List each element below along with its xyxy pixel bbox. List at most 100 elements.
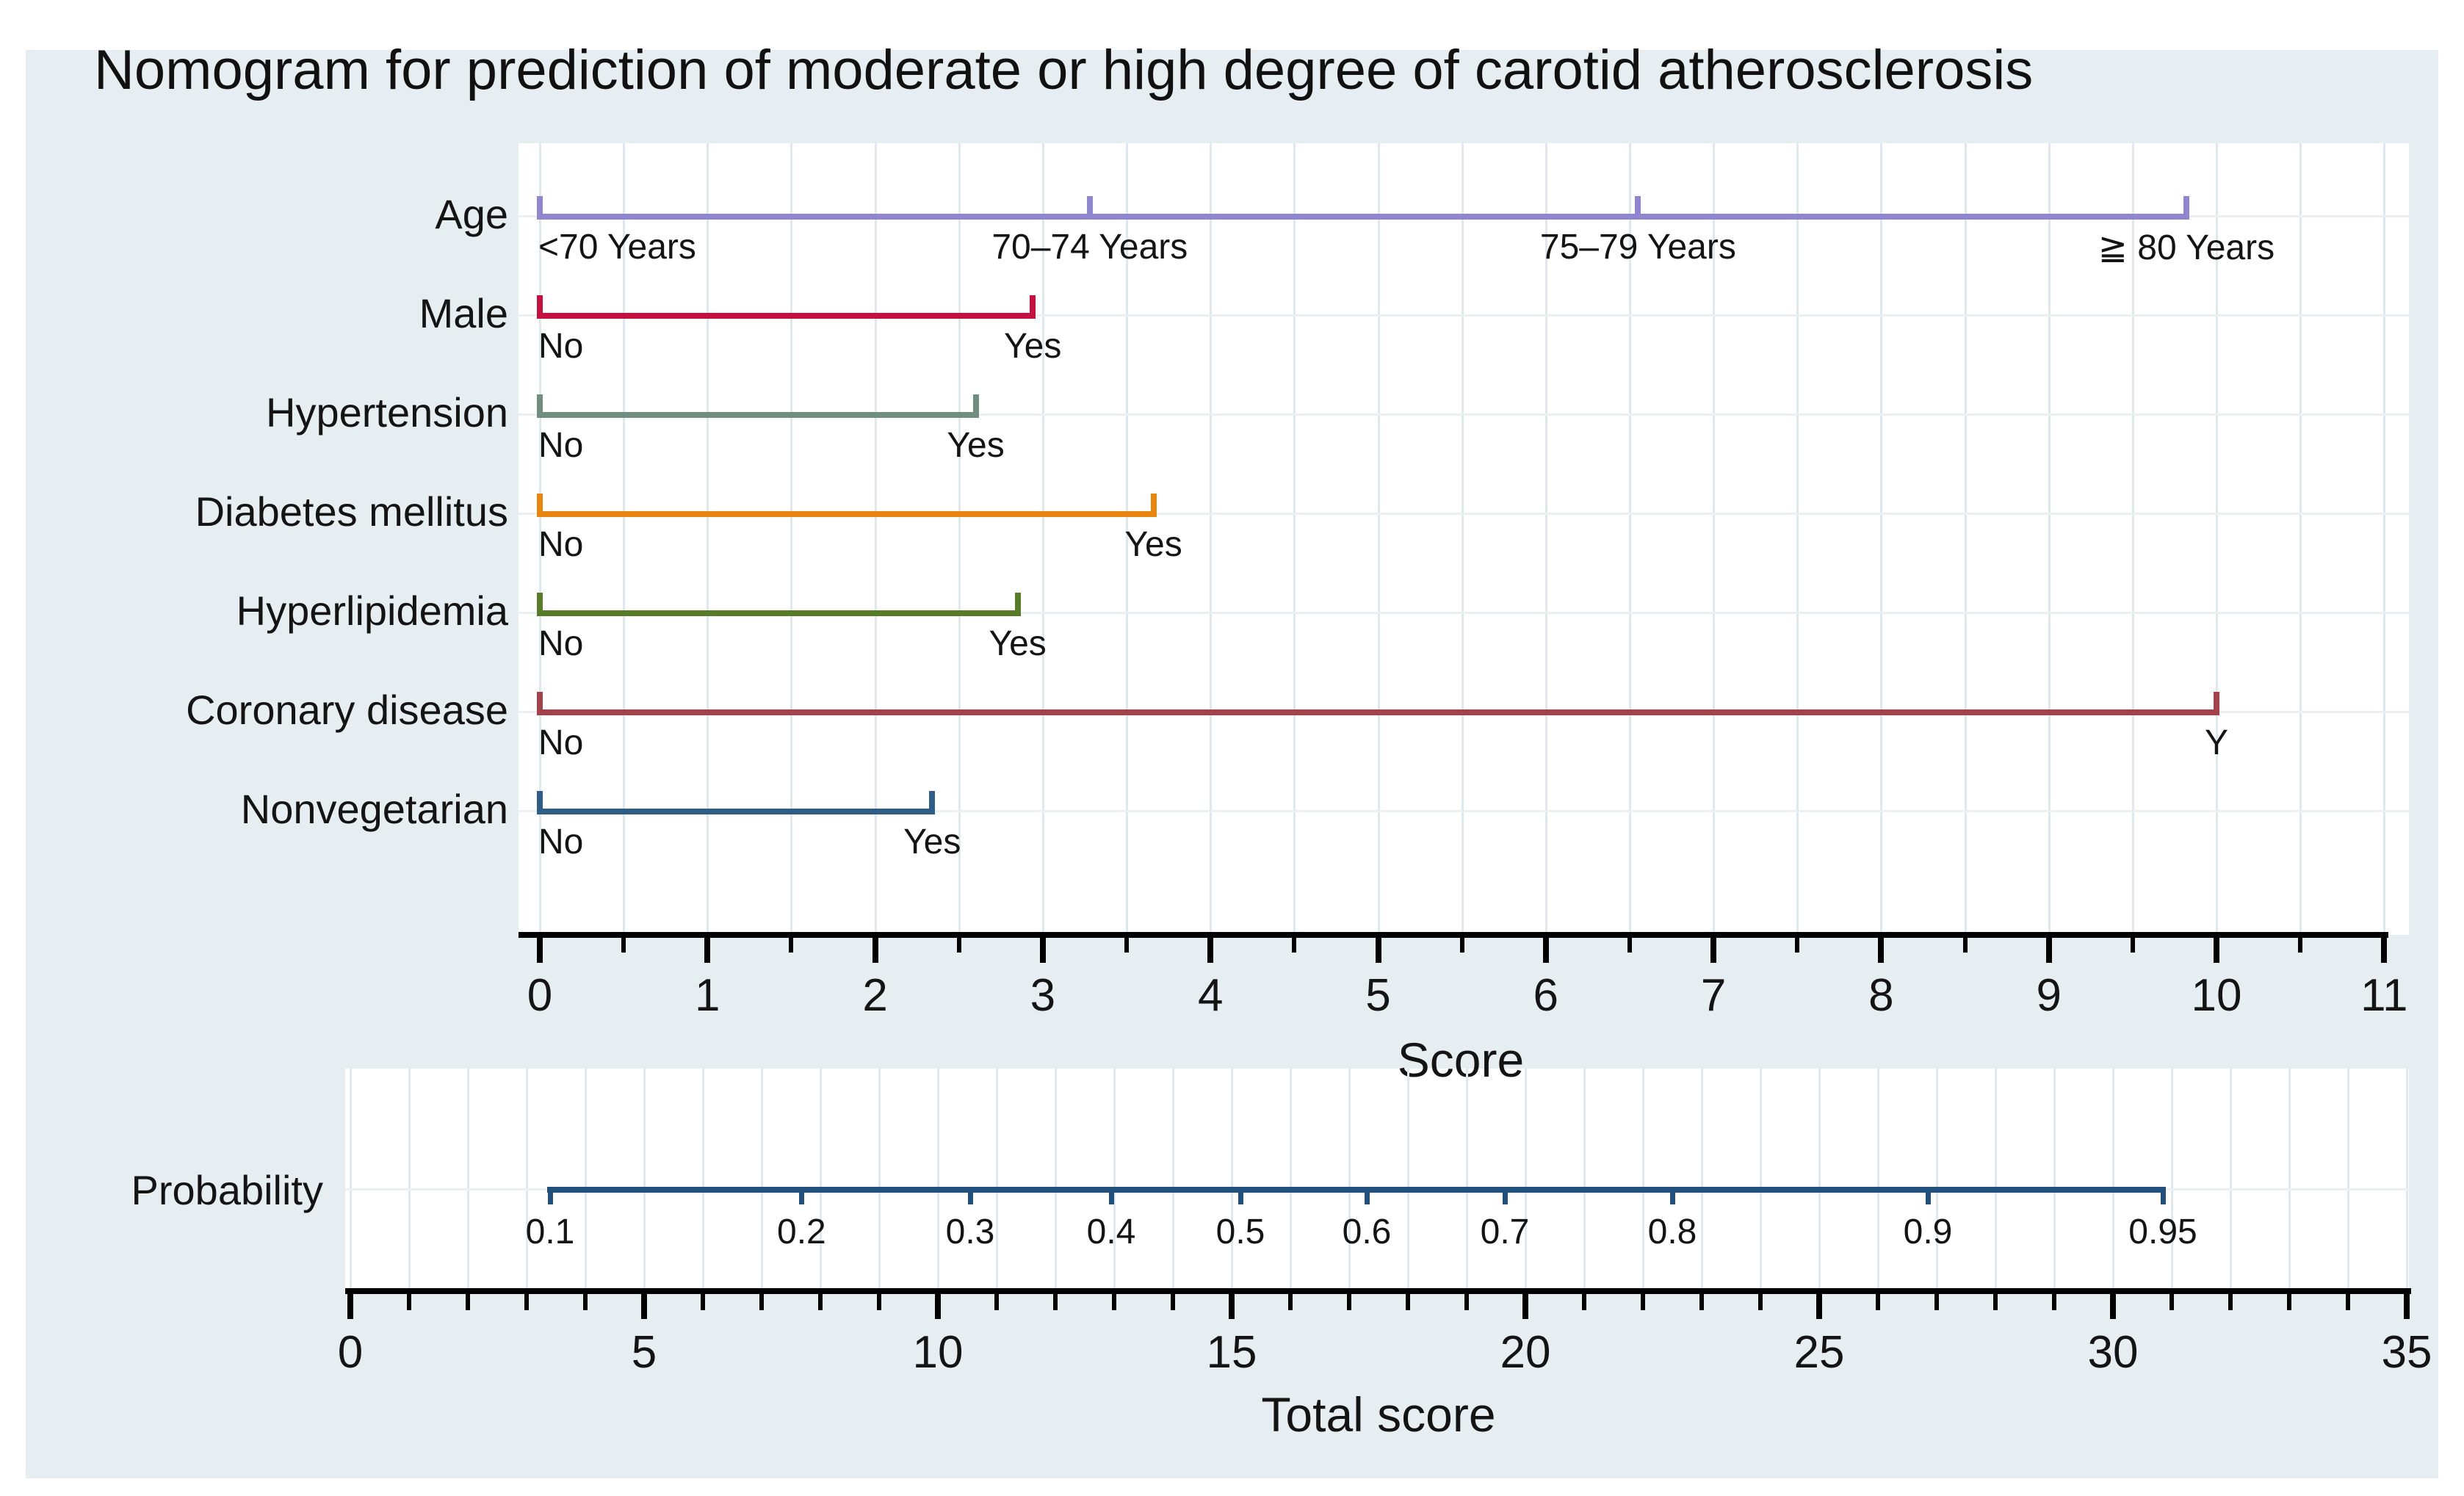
probability-tick-label: 0.4 bbox=[1086, 1213, 1136, 1251]
total-score-axis-major-tick bbox=[1229, 1294, 1235, 1319]
row-label-coronary-disease: Coronary disease bbox=[186, 687, 508, 733]
score-axis-minor-tick bbox=[956, 938, 961, 953]
score-axis-tick-label: 5 bbox=[1365, 970, 1391, 1021]
point-label: No bbox=[538, 426, 584, 465]
scale-line-hyperlipidemia bbox=[537, 610, 1021, 616]
vertical-gridline bbox=[1055, 1069, 1057, 1291]
score-axis-tick-label: 0 bbox=[527, 970, 553, 1021]
vertical-gridline bbox=[1041, 143, 1044, 935]
score-axis-minor-tick bbox=[1124, 938, 1130, 953]
scale-tick-age bbox=[537, 196, 543, 217]
probability-tick bbox=[968, 1193, 973, 1204]
total-score-axis-major-tick bbox=[1522, 1294, 1528, 1319]
vertical-gridline bbox=[2406, 1069, 2408, 1291]
score-axis-minor-tick bbox=[1292, 938, 1297, 953]
probability-tick-label: 0.2 bbox=[777, 1213, 826, 1251]
probability-tick-label: 0.7 bbox=[1480, 1213, 1530, 1251]
score-axis-tick-label: 8 bbox=[1868, 970, 1894, 1021]
probability-tick-label: 0.8 bbox=[1647, 1213, 1697, 1251]
total-score-axis-minor-tick bbox=[877, 1294, 881, 1310]
total-score-axis-minor-tick bbox=[1876, 1294, 1880, 1310]
total-score-axis-major-tick bbox=[641, 1294, 647, 1319]
probability-tick-label: 0.3 bbox=[945, 1213, 995, 1251]
total-score-axis-title: Total score bbox=[1261, 1387, 1496, 1442]
scale-tick-diabetes-mellitus bbox=[1150, 494, 1157, 514]
score-axis-major-tick bbox=[872, 938, 878, 963]
vertical-gridline bbox=[702, 1069, 704, 1291]
vertical-gridline bbox=[1760, 1069, 1762, 1291]
probability-tick bbox=[1926, 1193, 1931, 1204]
vertical-gridline bbox=[2383, 143, 2386, 935]
vertical-gridline bbox=[1293, 143, 1296, 935]
scale-tick-coronary-disease bbox=[537, 692, 543, 712]
vertical-gridline bbox=[874, 143, 877, 935]
total-score-axis-tick-label: 20 bbox=[1500, 1327, 1551, 1378]
vertical-gridline bbox=[1407, 1069, 1409, 1291]
score-axis-major-tick bbox=[704, 938, 711, 963]
vertical-gridline bbox=[2216, 143, 2218, 935]
vertical-gridline bbox=[1544, 143, 1547, 935]
vertical-gridline bbox=[761, 1069, 763, 1291]
vertical-gridline bbox=[1713, 143, 1716, 935]
vertical-gridline bbox=[1126, 143, 1129, 935]
scale-line-hypertension bbox=[537, 412, 979, 418]
score-plot-panel bbox=[519, 143, 2409, 935]
row-gridline bbox=[519, 810, 2409, 812]
total-score-axis-minor-tick bbox=[1112, 1294, 1116, 1310]
vertical-gridline bbox=[1525, 1069, 1527, 1291]
score-axis-tick-label: 1 bbox=[695, 970, 720, 1021]
row-label-diabetes-mellitus: Diabetes mellitus bbox=[195, 488, 508, 535]
vertical-gridline bbox=[1348, 1069, 1351, 1291]
vertical-gridline bbox=[526, 1069, 528, 1291]
point-label: Yes bbox=[989, 624, 1047, 663]
probability-tick bbox=[1238, 1193, 1243, 1204]
scale-tick-hyperlipidemia bbox=[1014, 593, 1021, 613]
score-axis-minor-tick bbox=[789, 938, 794, 953]
vertical-gridline bbox=[2053, 1069, 2056, 1291]
score-axis-tick-label: 11 bbox=[2360, 970, 2408, 1021]
vertical-gridline bbox=[643, 1069, 646, 1291]
score-axis-tick-label: 2 bbox=[862, 970, 888, 1021]
point-label: No bbox=[538, 525, 584, 564]
vertical-gridline bbox=[1231, 1069, 1233, 1291]
total-score-axis-minor-tick bbox=[1288, 1294, 1293, 1310]
vertical-gridline bbox=[467, 1069, 469, 1291]
score-axis-minor-tick bbox=[2298, 938, 2303, 953]
vertical-gridline bbox=[820, 1069, 822, 1291]
total-score-axis-minor-tick bbox=[1993, 1294, 1998, 1310]
scale-tick-hypertension bbox=[537, 394, 543, 415]
score-axis-tick-label: 10 bbox=[2191, 970, 2242, 1021]
total-score-axis-minor-tick bbox=[701, 1294, 705, 1310]
total-score-axis-minor-tick bbox=[1464, 1294, 1469, 1310]
score-axis-major-tick bbox=[1039, 938, 1046, 963]
score-axis-tick-label: 4 bbox=[1197, 970, 1224, 1021]
total-score-axis-tick-label: 5 bbox=[631, 1327, 657, 1378]
total-score-axis-minor-tick bbox=[1758, 1294, 1763, 1310]
point-label: No bbox=[538, 624, 584, 663]
vertical-gridline bbox=[1880, 143, 1883, 935]
total-score-axis-minor-tick bbox=[524, 1294, 529, 1310]
point-label: Yes bbox=[947, 426, 1005, 465]
row-label-male: Male bbox=[419, 290, 508, 336]
row-label-age: Age bbox=[435, 191, 508, 237]
total-score-axis-minor-tick bbox=[2346, 1294, 2350, 1310]
total-score-axis-minor-tick bbox=[1699, 1294, 1704, 1310]
score-axis-major-tick bbox=[2381, 938, 2388, 963]
row-gridline bbox=[519, 413, 2409, 416]
total-score-axis-major-tick bbox=[2404, 1294, 2410, 1319]
vertical-gridline bbox=[1936, 1069, 1938, 1291]
vertical-gridline bbox=[790, 143, 793, 935]
total-score-axis-minor-tick bbox=[2287, 1294, 2291, 1310]
total-score-axis-minor-tick bbox=[2052, 1294, 2056, 1310]
score-axis-major-tick bbox=[1710, 938, 1717, 963]
total-score-axis-minor-tick bbox=[583, 1294, 588, 1310]
scale-tick-nonvegetarian bbox=[929, 791, 936, 812]
point-label: No bbox=[538, 723, 584, 762]
point-label: Y bbox=[2204, 723, 2229, 762]
vertical-gridline bbox=[1818, 1069, 1821, 1291]
total-score-axis-tick-label: 35 bbox=[2381, 1327, 2432, 1378]
total-score-axis-major-tick bbox=[2110, 1294, 2116, 1319]
vertical-gridline bbox=[1461, 143, 1464, 935]
total-score-axis-line bbox=[345, 1288, 2411, 1294]
total-score-axis-minor-tick bbox=[994, 1294, 999, 1310]
